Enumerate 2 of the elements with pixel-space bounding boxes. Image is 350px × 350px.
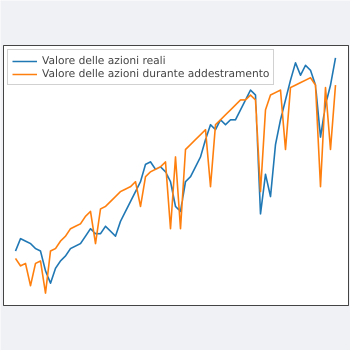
legend-label: Valore delle azioni durante addestramento <box>42 67 270 80</box>
legend-label: Valore delle azioni reali <box>42 54 166 67</box>
